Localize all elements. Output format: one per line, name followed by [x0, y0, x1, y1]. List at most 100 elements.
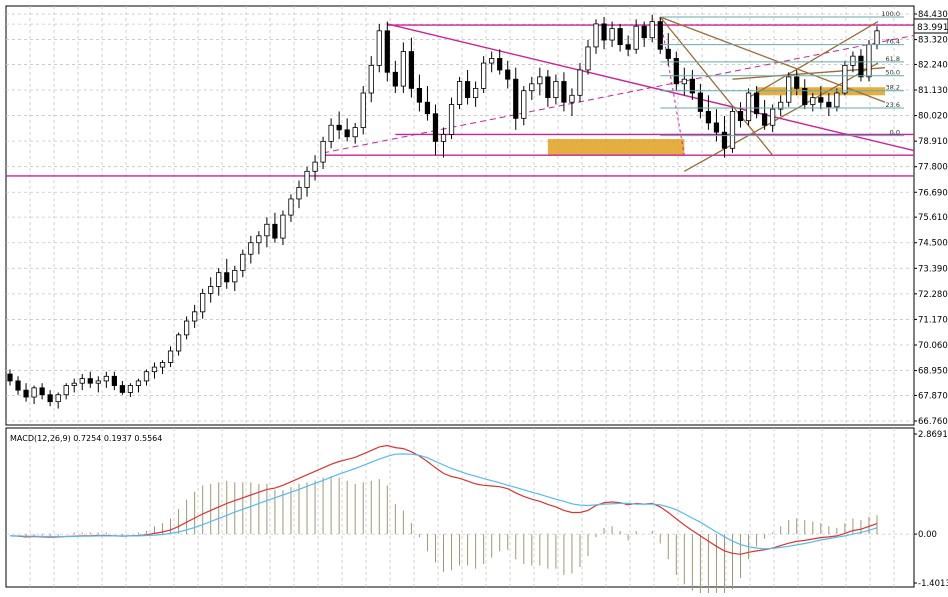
candle-body — [617, 28, 623, 46]
candle-body — [55, 394, 61, 403]
candle-body — [95, 380, 101, 384]
candle-body — [272, 223, 278, 239]
candle-body — [665, 48, 671, 59]
candle-body — [810, 97, 816, 105]
macd-grid — [6, 428, 914, 587]
candle-body — [216, 272, 222, 287]
candle-body — [103, 375, 109, 382]
candle-body — [248, 242, 254, 255]
candle-body — [87, 378, 93, 384]
fan-line-2 — [660, 16, 886, 103]
candle-body — [770, 108, 776, 126]
candle-body — [537, 76, 543, 85]
candle-body — [71, 382, 77, 386]
candle-body — [753, 92, 760, 115]
candle-body — [167, 350, 174, 363]
candle-body — [497, 58, 503, 71]
candle-body — [673, 58, 679, 85]
fib-level-label: 50.0 — [886, 69, 900, 77]
price-panel-frame — [5, 5, 915, 426]
candle-body — [713, 122, 720, 133]
candle-body — [874, 30, 880, 46]
candle-body — [151, 366, 158, 373]
candle-body — [135, 380, 142, 386]
candle-body — [360, 92, 366, 128]
candle-body — [705, 111, 712, 124]
candle-body — [721, 131, 728, 149]
candle-body — [304, 170, 310, 188]
candle-body — [505, 69, 511, 80]
candle-body — [328, 124, 334, 142]
macd-series-macd_line — [9, 444, 878, 555]
candle-body — [79, 378, 85, 384]
candle-body — [264, 223, 270, 237]
macd-y-tick-label: 2.8691 — [918, 430, 948, 440]
candle-body — [834, 92, 840, 108]
price-y-tick-label: 76.690 — [918, 188, 948, 198]
candle-body — [464, 81, 471, 99]
candle-body — [288, 198, 294, 216]
fib-level-label: 76.4 — [886, 38, 900, 46]
candle-body — [577, 69, 583, 96]
candle-body — [513, 78, 519, 119]
candle-body — [208, 286, 214, 294]
candle-body — [352, 127, 358, 138]
candle-body — [23, 389, 29, 398]
current-price-box — [913, 18, 948, 34]
candle-body — [111, 375, 117, 386]
candle-body — [802, 87, 808, 105]
macd-lines — [9, 444, 878, 555]
candle-body — [296, 187, 302, 200]
price-y-tick-label: 84.430 — [918, 10, 948, 20]
candle-body — [593, 23, 599, 48]
price-y-tick-label: 71.170 — [918, 315, 948, 325]
candle-body — [31, 387, 37, 398]
candle-body — [818, 97, 824, 103]
macd-series-signal_line — [10, 453, 878, 550]
fib-level-label: 100.0 — [881, 10, 900, 18]
candle-body — [320, 140, 326, 163]
candle-body — [553, 81, 559, 99]
price-y-tick-label: 73.390 — [918, 264, 948, 274]
candle-body — [256, 235, 262, 244]
candle-body — [184, 320, 190, 336]
candle-body — [762, 113, 768, 126]
candle-body — [601, 23, 607, 41]
candle-body — [561, 81, 567, 103]
current-price-label: 83.991 — [917, 23, 948, 33]
candle-body — [408, 51, 414, 89]
price-y-tick-label: 81.130 — [918, 86, 948, 96]
fib-level-label: 0.0 — [890, 129, 900, 137]
macd-y-tick-label: 0.00 — [918, 530, 937, 540]
macd-title: MACD(12,26,9) 0.7254 0.1937 0.5564 — [10, 434, 162, 443]
ascending-dashed-line — [322, 34, 915, 154]
candle-body — [384, 30, 390, 73]
candle-body — [842, 64, 848, 94]
candle-body — [448, 104, 455, 135]
candle-body — [697, 92, 703, 112]
candle-body — [440, 134, 447, 142]
candle-body — [866, 44, 872, 78]
candle-body — [336, 124, 342, 131]
candle-body — [312, 161, 318, 172]
retracement-dashed-line — [659, 16, 685, 156]
candle-body — [175, 334, 182, 352]
candle-body — [794, 76, 800, 89]
candle-body — [585, 46, 591, 71]
price-y-tick-label: 68.950 — [918, 367, 948, 377]
candle-body — [625, 44, 631, 50]
candle-body — [689, 78, 695, 94]
price-y-tick-label: 74.500 — [918, 239, 948, 249]
candle-body — [224, 272, 230, 283]
candle-body — [39, 387, 45, 396]
price-y-tick-label: 66.760 — [918, 417, 948, 427]
price-y-tick-label: 82.240 — [918, 60, 948, 70]
candle-body — [127, 385, 134, 393]
candle-body — [609, 28, 615, 41]
candle-body — [344, 129, 350, 138]
fib-level-label: 23.6 — [886, 101, 900, 109]
candle-body — [729, 111, 736, 149]
candle-body — [15, 380, 21, 391]
candle-body — [850, 55, 856, 66]
